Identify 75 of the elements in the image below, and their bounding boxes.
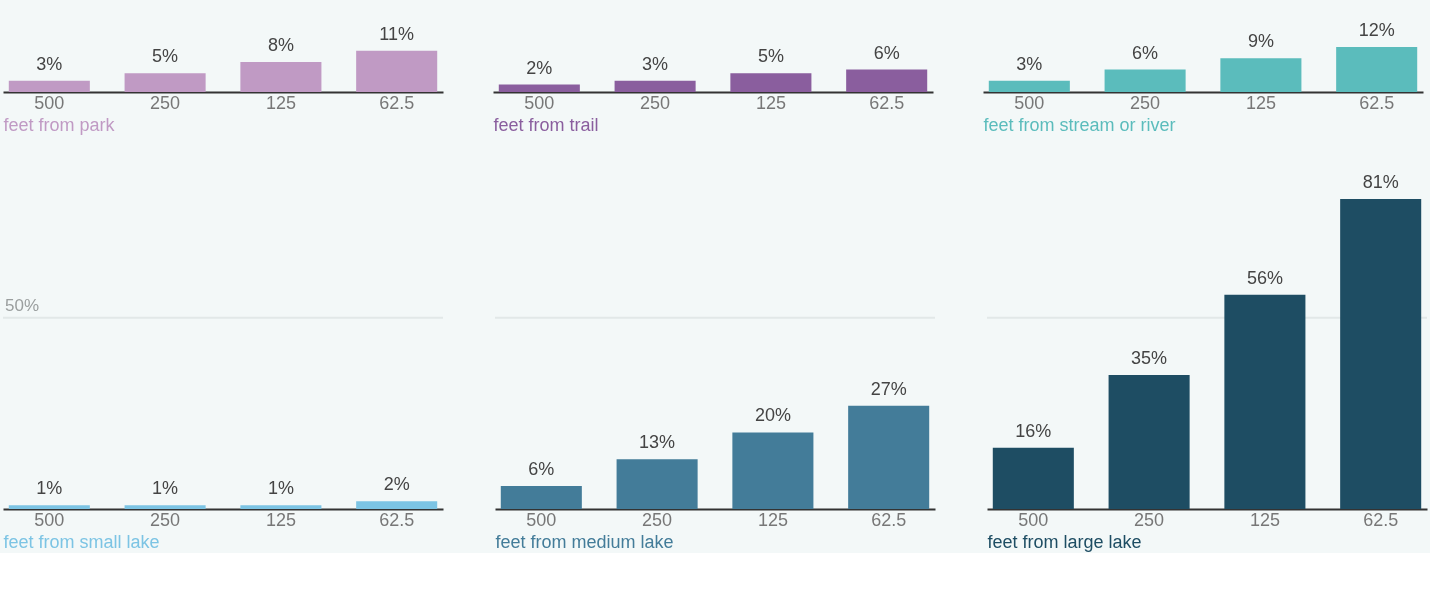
bar: [732, 432, 814, 509]
bar: [1220, 58, 1302, 92]
bar: [498, 84, 580, 92]
x-axis-title: feet from medium lake: [495, 531, 674, 552]
x-axis-title: feet from large lake: [987, 531, 1142, 552]
data-label: 9%: [1247, 31, 1274, 52]
ref-line-label: 50%: [5, 295, 40, 315]
x-tick-label: 250: [1134, 509, 1165, 530]
data-label: 5%: [152, 46, 179, 67]
x-axis-title: feet from trail: [493, 114, 599, 135]
data-label: 6%: [873, 42, 900, 63]
data-label: 12%: [1358, 20, 1395, 40]
bar: [992, 447, 1074, 509]
data-label: 3%: [1016, 53, 1043, 74]
x-tick-label: 500: [1018, 509, 1049, 530]
x-tick-label: 250: [150, 509, 181, 530]
x-tick-label: 500: [526, 509, 557, 530]
x-axis-title: feet from stream or river: [983, 114, 1176, 135]
x-axis-title: feet from small lake: [3, 531, 160, 552]
data-label: 1%: [36, 478, 63, 499]
x-tick-label: 250: [642, 509, 673, 530]
data-label: 16%: [1015, 420, 1052, 441]
data-label: 1%: [267, 478, 294, 499]
x-tick-label: 62.5: [1359, 92, 1395, 113]
data-label: 6%: [528, 459, 555, 480]
data-label: 2%: [526, 57, 553, 78]
x-tick-label: 62.5: [379, 509, 415, 530]
data-label: 5%: [757, 46, 784, 67]
x-tick-label: 62.5: [379, 92, 415, 113]
data-label: 3%: [36, 53, 63, 74]
bar: [846, 69, 928, 92]
x-tick-label: 62.5: [871, 509, 907, 530]
bar: [500, 486, 582, 509]
data-label: 81%: [1362, 172, 1399, 192]
bar: [240, 62, 322, 92]
bar: [1104, 69, 1186, 92]
bar: [124, 73, 206, 92]
bar: [730, 73, 812, 92]
x-tick-label: 500: [34, 509, 65, 530]
data-label: 6%: [1132, 42, 1159, 63]
x-tick-label: 500: [34, 92, 65, 113]
x-tick-label: 125: [1249, 509, 1280, 530]
data-label: 3%: [642, 53, 669, 74]
x-tick-label: 125: [265, 92, 296, 113]
x-tick-label: 250: [1130, 92, 1161, 113]
bar: [848, 405, 930, 509]
data-label: 2%: [383, 474, 410, 495]
bar: [616, 459, 698, 509]
x-tick-label: 250: [150, 92, 181, 113]
x-tick-label: 125: [265, 509, 296, 530]
bar: [1224, 294, 1306, 509]
bar: [1340, 199, 1422, 509]
bar: [1108, 375, 1190, 509]
data-label: 35%: [1131, 348, 1168, 369]
data-label: 27%: [870, 378, 907, 399]
bar: [8, 80, 90, 92]
x-tick-label: 250: [640, 92, 671, 113]
data-label: 56%: [1246, 267, 1283, 288]
x-tick-label: 62.5: [869, 92, 905, 113]
bar: [356, 50, 438, 92]
x-tick-label: 500: [524, 92, 555, 113]
data-label: 11%: [379, 23, 415, 44]
x-tick-label: 125: [1245, 92, 1276, 113]
x-axis-title: feet from park: [3, 114, 116, 135]
data-label: 8%: [267, 35, 294, 55]
bar: [988, 80, 1070, 92]
x-tick-label: 125: [757, 509, 788, 530]
x-tick-label: 500: [1014, 92, 1045, 113]
x-tick-label: 62.5: [1363, 509, 1399, 530]
data-label: 20%: [754, 405, 791, 426]
bar: [614, 80, 696, 92]
data-label: 1%: [152, 478, 179, 499]
bar: [1336, 47, 1418, 92]
data-label: 13%: [639, 432, 676, 453]
x-tick-label: 125: [755, 92, 786, 113]
